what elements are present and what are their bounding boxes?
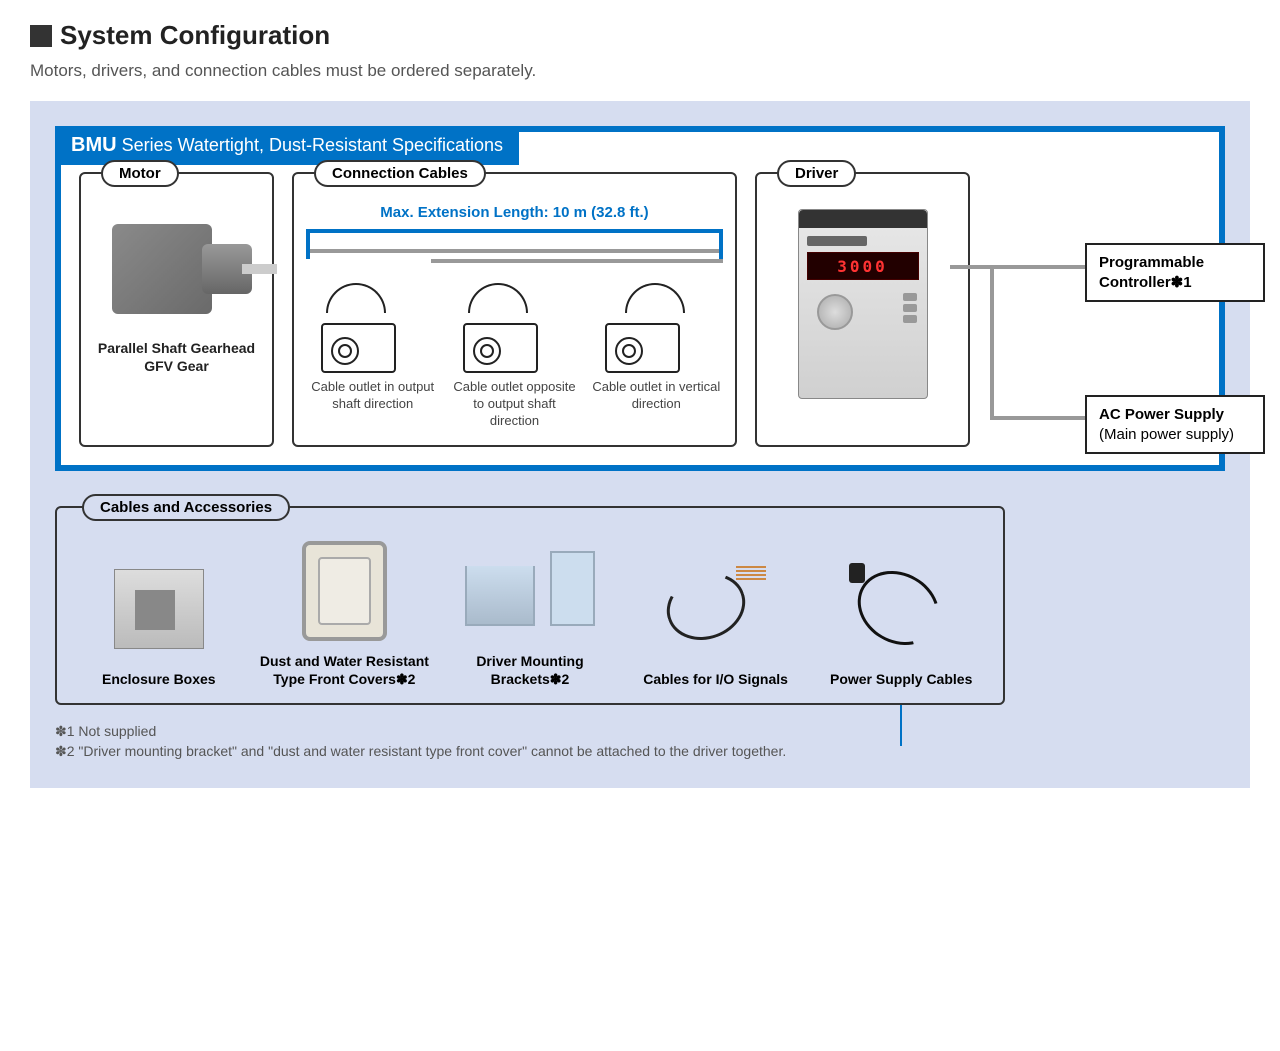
extension-bracket bbox=[306, 229, 723, 259]
header-marker bbox=[30, 25, 52, 47]
accessory-bracket: Driver Mounting Brackets✽2 bbox=[443, 536, 617, 688]
ac-power-box: AC Power Supply (Main power supply) bbox=[1085, 395, 1265, 454]
bracket-icon bbox=[465, 546, 595, 636]
cable-variant-3: Cable outlet in vertical direction bbox=[590, 283, 723, 430]
driver-label: Driver bbox=[777, 160, 856, 187]
bmu-series-name: BMU bbox=[71, 134, 117, 156]
page-subtitle: Motors, drivers, and connection cables m… bbox=[30, 61, 1250, 81]
motor-label: Motor bbox=[101, 160, 179, 187]
enclosure-icon bbox=[114, 569, 204, 649]
page-title: System Configuration bbox=[60, 20, 330, 51]
connector-line-controller bbox=[950, 265, 1085, 269]
connector-line-power-h bbox=[990, 416, 1085, 420]
driver-section: Driver 3000 bbox=[755, 172, 970, 447]
motor-section: Motor Parallel Shaft Gearhead GFV Gear bbox=[79, 172, 274, 447]
cable-variant-2: Cable outlet opposite to output shaft di… bbox=[448, 283, 581, 430]
accessory-front-cover: Dust and Water Resistant Type Front Cove… bbox=[258, 536, 432, 688]
driver-display: 3000 bbox=[807, 252, 919, 280]
footnote-1: ✽1 Not supplied bbox=[55, 723, 1225, 740]
accessory-power-cable: Power Supply Cables bbox=[814, 554, 988, 688]
accessories-section: Cables and Accessories Enclosure Boxes D… bbox=[55, 506, 1005, 705]
cable-line-2 bbox=[431, 259, 723, 263]
accessories-label: Cables and Accessories bbox=[82, 494, 290, 521]
power-cable-icon bbox=[841, 561, 961, 656]
motor-caption: Parallel Shaft Gearhead GFV Gear bbox=[93, 339, 260, 375]
footnotes: ✽1 Not supplied ✽2 "Driver mounting brac… bbox=[55, 723, 1225, 760]
io-cable-icon bbox=[656, 564, 776, 654]
motor-illustration bbox=[102, 214, 252, 324]
bmu-tagline: Series Watertight, Dust-Resistant Specif… bbox=[122, 135, 503, 155]
page-header: System Configuration bbox=[30, 20, 1250, 51]
cover-icon bbox=[302, 541, 387, 641]
main-panel: BMU Series Watertight, Dust-Resistant Sp… bbox=[30, 101, 1250, 788]
cable-variant-1: Cable outlet in output shaft direction bbox=[306, 283, 439, 430]
cables-section: Connection Cables Max. Extension Length:… bbox=[292, 172, 737, 447]
extension-length: Max. Extension Length: 10 m (32.8 ft.) bbox=[306, 204, 723, 221]
driver-illustration: 3000 bbox=[798, 209, 928, 399]
driver-knob-icon bbox=[817, 294, 853, 330]
footnote-2: ✽2 "Driver mounting bracket" and "dust a… bbox=[55, 743, 1225, 760]
cables-label: Connection Cables bbox=[314, 160, 486, 187]
connector-line-power-v bbox=[990, 269, 994, 419]
programmable-controller-box: Programmable Controller✽1 bbox=[1085, 243, 1265, 302]
accessory-enclosure: Enclosure Boxes bbox=[72, 554, 246, 688]
accessory-io-cable: Cables for I/O Signals bbox=[629, 554, 803, 688]
cable-variants-row: Cable outlet in output shaft direction C… bbox=[306, 283, 723, 430]
